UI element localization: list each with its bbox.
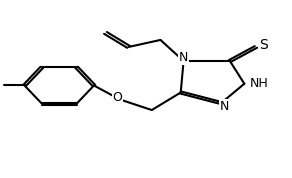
Text: S: S — [259, 38, 267, 52]
Text: O: O — [112, 91, 122, 104]
Text: NH: NH — [250, 77, 269, 90]
Text: N: N — [179, 51, 188, 64]
Text: N: N — [219, 100, 229, 113]
